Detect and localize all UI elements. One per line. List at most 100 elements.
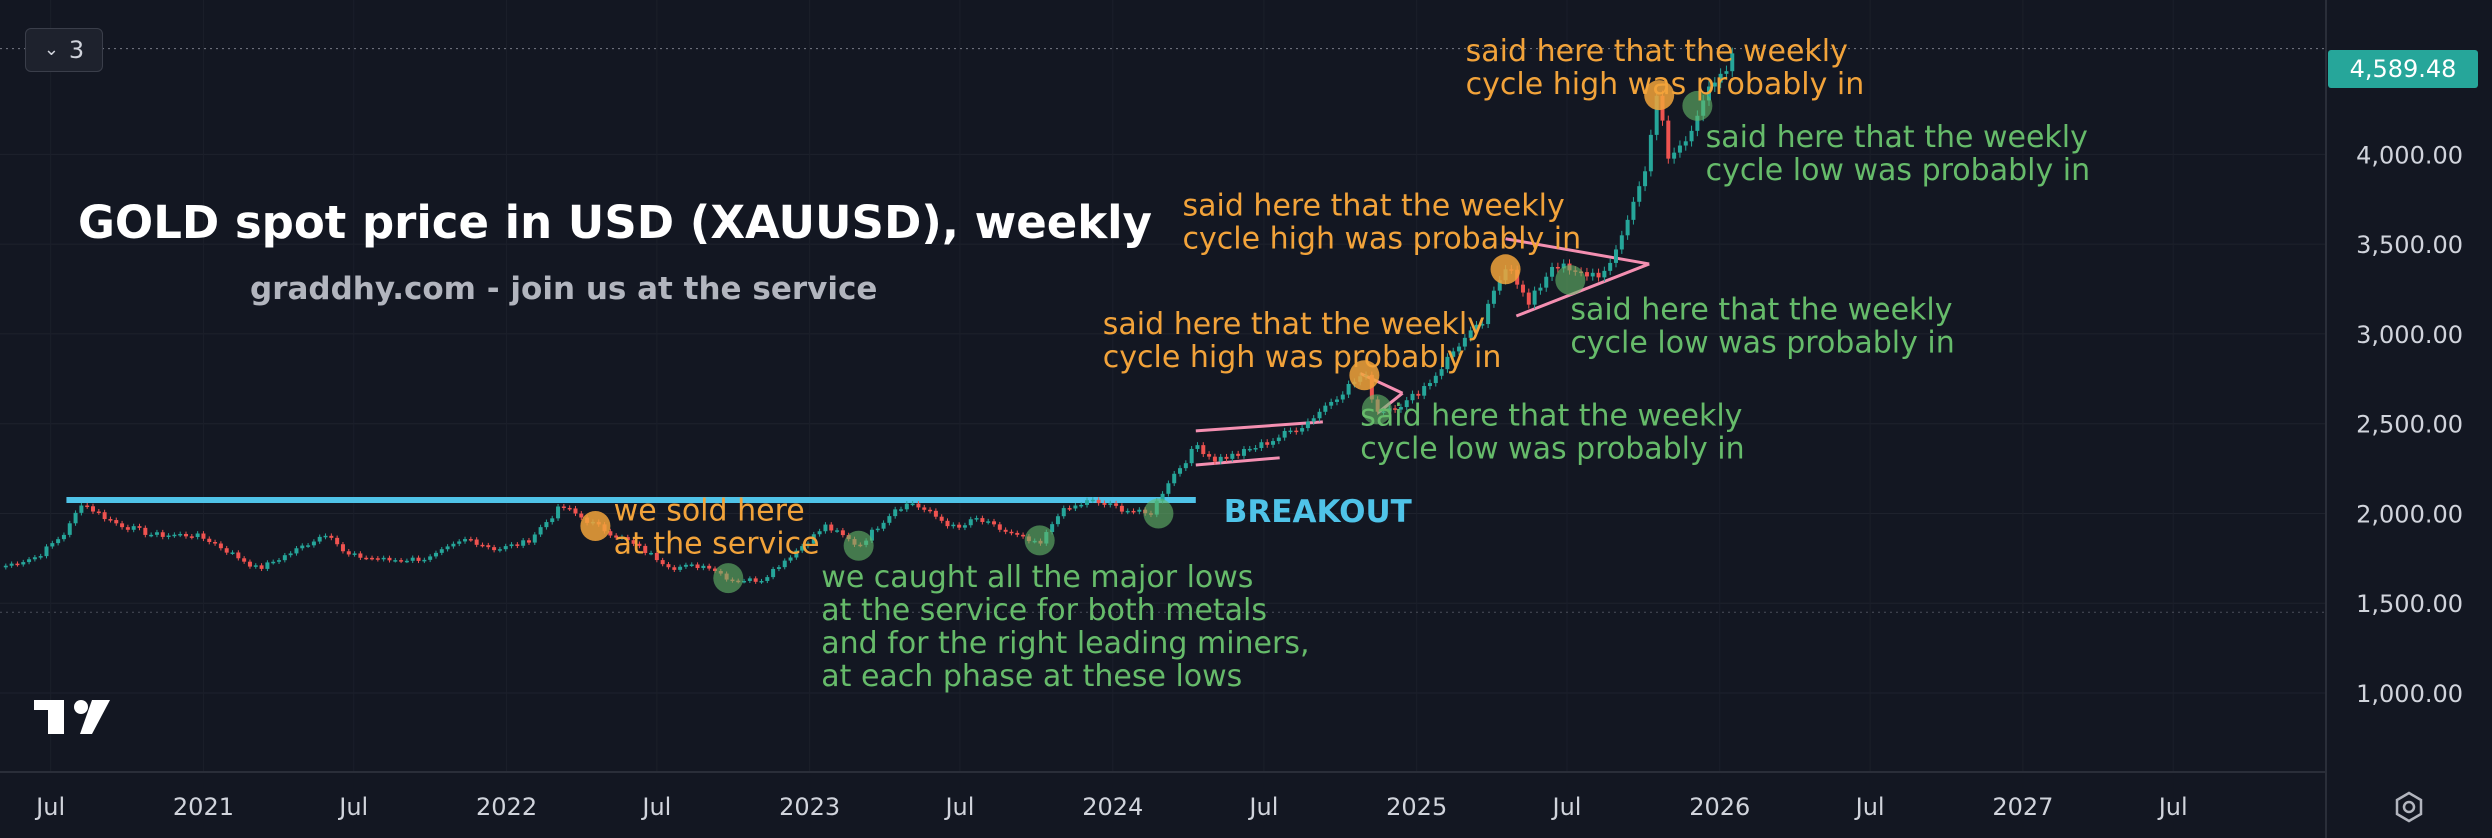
candle-body — [1061, 508, 1066, 517]
candle-body — [1346, 383, 1351, 395]
candle-body — [573, 508, 578, 514]
collapse-indicators-button[interactable]: ⌄ 3 — [25, 28, 103, 72]
tradingview-logo — [34, 700, 110, 734]
annotation-text: said here that the weekly — [1360, 398, 1742, 433]
candle-body — [27, 559, 32, 563]
time-tick-label: Jul — [640, 793, 671, 821]
price-axis[interactable]: 4,000.00 3,500.00 3,000.00 2,500.00 2,000.00… — [2356, 141, 2463, 708]
candle-body — [154, 532, 159, 535]
candle-body — [904, 503, 909, 510]
candle-body — [933, 510, 938, 517]
candle-body — [1055, 516, 1060, 525]
candle-body — [131, 526, 136, 530]
candle-body — [881, 522, 886, 529]
candle-body — [3, 565, 8, 568]
candle-body — [340, 544, 345, 552]
candle-body — [1207, 454, 1212, 457]
candle-body — [1561, 263, 1566, 269]
candle-body — [486, 545, 491, 548]
candle-body — [247, 561, 252, 567]
candle-body — [776, 567, 781, 569]
chart-subtitle: graddhy.com - join us at the service — [250, 271, 877, 307]
candle-body — [1265, 442, 1270, 445]
candle-body — [335, 537, 340, 545]
settings-icon[interactable] — [2392, 790, 2426, 824]
candle-body — [1457, 346, 1462, 352]
candle-body — [21, 562, 26, 565]
candle-body — [614, 535, 619, 538]
candle-body — [329, 535, 334, 538]
candle-body — [32, 557, 37, 560]
candle-body — [207, 538, 212, 542]
candle-body — [1706, 86, 1711, 101]
candle-body — [1218, 456, 1223, 462]
candle-body — [480, 544, 485, 547]
candle-body — [474, 539, 479, 545]
candle-body — [1085, 500, 1090, 505]
candle-body — [1677, 145, 1682, 153]
green-cycle-marker — [1555, 265, 1586, 296]
candle-body — [1416, 393, 1421, 396]
candle-body — [683, 564, 688, 567]
triangle-trendline — [1515, 262, 1650, 318]
candle-body — [805, 543, 810, 547]
candle-body — [1236, 453, 1241, 456]
candle-body — [1050, 524, 1055, 533]
candle-body — [875, 528, 880, 531]
candle-body — [1520, 284, 1525, 293]
price-tick-label: 3,000.00 — [2356, 321, 2463, 349]
candle-body — [1584, 272, 1589, 277]
candle-body — [561, 506, 566, 509]
candle-body — [224, 548, 229, 553]
annotation-text: at the service — [614, 527, 820, 562]
candle-body — [1538, 287, 1543, 291]
candle-body — [712, 568, 717, 571]
price-tick-label: 1,000.00 — [2356, 680, 2463, 708]
candle-body — [893, 509, 898, 517]
candle-body — [1224, 456, 1229, 459]
candle-body — [800, 546, 805, 551]
time-tick-label: 2027 — [1992, 793, 2053, 821]
candle-body — [1096, 499, 1101, 504]
candle-body — [1329, 401, 1334, 406]
candle-body — [125, 527, 130, 530]
candle-body — [1276, 437, 1281, 442]
candle-body — [468, 539, 473, 541]
candle-body — [463, 539, 468, 542]
annotation-text: at each phase at these lows — [821, 659, 1242, 694]
candle-body — [1294, 430, 1299, 433]
annotation-text: cycle high was probably in — [1183, 221, 1582, 256]
candle-body — [759, 580, 764, 583]
time-axis[interactable]: Jul 2021 Jul 2022 Jul 2023 Jul 2024 Jul 2025 Jul 20… — [34, 793, 2188, 821]
candle-body — [1259, 442, 1264, 449]
candle-body — [1003, 529, 1008, 532]
candle-body — [1718, 73, 1723, 83]
candle-body — [410, 557, 415, 561]
candle-body — [922, 507, 927, 510]
candle-body — [253, 565, 258, 567]
candle-body — [346, 551, 351, 555]
candle-body — [765, 577, 770, 581]
annotation-text: cycle low was probably in — [1360, 431, 1744, 466]
candle-body — [91, 506, 96, 512]
candle-body — [1550, 266, 1555, 277]
candle-body — [213, 541, 218, 544]
annotation-text: cycle high was probably in — [1466, 67, 1865, 102]
candle-body — [172, 534, 177, 537]
candle-body — [788, 557, 793, 561]
markers — [580, 80, 1713, 594]
candle-body — [1334, 399, 1339, 402]
chart-title: GOLD spot price in USD (XAUUSD), weekly — [78, 196, 1152, 249]
candle-body — [526, 540, 531, 543]
candle-body — [1230, 453, 1235, 459]
candle-body — [829, 524, 834, 531]
candle-body — [544, 522, 549, 528]
candle-body — [61, 534, 66, 540]
candle-body — [579, 513, 584, 518]
candle-body — [887, 516, 892, 523]
candle-body — [1625, 219, 1630, 236]
candle-body — [1160, 493, 1165, 501]
candle-body — [15, 563, 20, 566]
green-cycle-marker — [1682, 90, 1713, 121]
